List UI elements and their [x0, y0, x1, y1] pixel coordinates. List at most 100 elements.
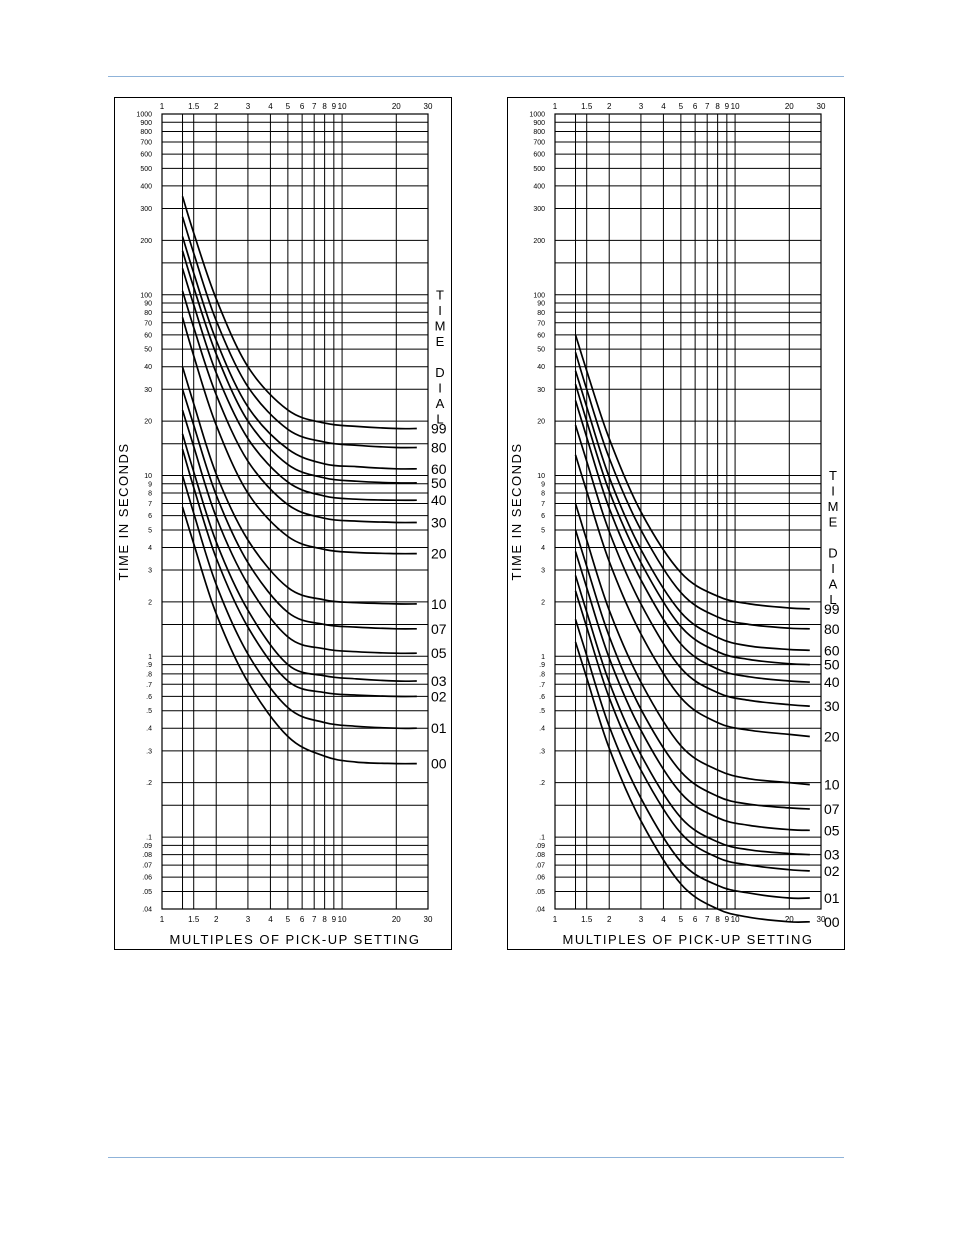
x-tick-label-top: 10	[731, 102, 740, 111]
y-tick-label: 1000	[136, 112, 152, 119]
x-tick-label-bottom: 7	[312, 915, 317, 924]
curve-03	[181, 433, 417, 683]
x-tick-label-top: 4	[268, 102, 273, 111]
x-tick-label-top: 1	[553, 102, 558, 111]
y-tick-label: .08	[142, 852, 152, 859]
y-tick-label: 90	[537, 301, 545, 308]
curve-40	[181, 268, 417, 502]
curve-05	[574, 551, 810, 832]
x-tick-label-bottom: 20	[392, 915, 401, 924]
y-tick-label: 100	[140, 292, 152, 299]
y-tick-label: 200	[533, 238, 545, 245]
y-tick-label: .8	[146, 671, 152, 678]
curve-99	[574, 334, 810, 610]
curve-label-30: 30	[824, 698, 840, 714]
y-tick-label: .9	[146, 662, 152, 669]
x-tick-label-bottom: 30	[817, 915, 826, 924]
x-tick-label-bottom: 9	[332, 915, 337, 924]
curve-50	[181, 250, 417, 484]
y-tick-label: .09	[142, 843, 152, 850]
curve-label-00: 00	[824, 914, 840, 930]
y-tick-label: 50	[537, 347, 545, 354]
y-tick-label: 700	[533, 140, 545, 147]
time-curve-chart-2: 1 1 1.5 1.5 2 2 3 3 4 4 5 5 6 6 7 7 8 8 9 9 10 10 20 20 30 30 1000…	[507, 97, 845, 950]
y-tick-label: 4	[148, 545, 152, 552]
x-tick-label-top: 6	[300, 102, 305, 111]
side-label-letter: L	[436, 412, 443, 427]
curve-02	[181, 448, 417, 698]
y-tick-label: 20	[537, 419, 545, 426]
x-tick-label-top: 30	[424, 102, 433, 111]
curve-00	[574, 641, 810, 923]
curve-label-07: 07	[431, 621, 447, 637]
x-tick-label-top: 8	[715, 102, 720, 111]
chart-frame	[114, 97, 452, 950]
curve-label-01: 01	[431, 720, 447, 736]
curve-label-80: 80	[431, 439, 447, 455]
y-tick-label: 30	[144, 387, 152, 394]
x-tick-label-top: 10	[338, 102, 347, 111]
x-tick-label-top: 20	[785, 102, 794, 111]
y-tick-label: 80	[144, 310, 152, 317]
y-tick-label: 7	[148, 501, 152, 508]
y-tick-label: .5	[539, 708, 545, 715]
y-tick-label: 80	[537, 310, 545, 317]
curve-10	[181, 366, 417, 605]
side-label-letter: I	[438, 303, 442, 318]
curve-label-50: 50	[824, 657, 840, 673]
y-tick-label: 600	[533, 152, 545, 159]
x-tick-label-bottom: 10	[731, 915, 740, 924]
curves	[181, 196, 417, 765]
y-tick-label: 8	[148, 491, 152, 498]
side-label-letter: A	[436, 396, 445, 411]
y-tick-label: 500	[533, 166, 545, 173]
y-tick-label: 5	[148, 527, 152, 534]
chart-svg: 111.51.522334455667788991010202030301000…	[114, 97, 452, 950]
y-tick-label: 2	[148, 599, 152, 606]
x-tick-label-bottom: 7	[705, 915, 710, 924]
y-tick-label: 50	[144, 347, 152, 354]
curve-07	[181, 389, 417, 630]
side-label-letter: M	[828, 499, 839, 514]
x-tick-label-bottom: 5	[286, 915, 291, 924]
curve-01	[574, 619, 810, 900]
side-label-letter: T	[829, 468, 837, 483]
x-tick-label-top: 3	[246, 102, 251, 111]
x-tick-label-top: 6	[693, 102, 698, 111]
y-tick-label: 8	[541, 491, 545, 498]
side-label-letter: E	[436, 334, 445, 349]
y-tick-label: 300	[140, 206, 152, 213]
x-tick-label-bottom: 1	[160, 915, 165, 924]
y-tick-label: .9	[539, 662, 545, 669]
y-tick-label: 3	[148, 568, 152, 575]
y-axis-label: TIME IN SECONDS	[509, 442, 524, 580]
y-tick-label: .4	[146, 726, 152, 733]
y-tick-label: 300	[533, 206, 545, 213]
curve-label-60: 60	[431, 461, 447, 477]
side-label-letter: E	[829, 514, 838, 529]
y-tick-label: 500	[140, 166, 152, 173]
curve-03	[574, 575, 810, 856]
y-tick-label: .7	[539, 682, 545, 689]
y-tick-label: 6	[148, 513, 152, 520]
x-tick-label-bottom: 8	[715, 915, 720, 924]
y-tick-label: 60	[537, 332, 545, 339]
x-tick-label-top: 8	[322, 102, 327, 111]
curve-07	[574, 529, 810, 810]
time-curve-chart-1: 1 1 1.5 1.5 2 2 3 3 4 4 5 5 6 6 7 7 8 8 9 9 10 10 20 20 30 30 1000…	[114, 97, 452, 950]
x-tick-label-top: 4	[661, 102, 666, 111]
curve-60	[574, 370, 810, 652]
curve-20	[181, 317, 417, 555]
x-tick-label-top: 5	[286, 102, 291, 111]
side-label-letter: I	[831, 561, 835, 576]
curve-label-02: 02	[431, 688, 447, 704]
curve-label-20: 20	[431, 546, 447, 562]
curve-02	[574, 590, 810, 872]
y-tick-label: .5	[146, 708, 152, 715]
y-tick-label: 6	[541, 513, 545, 520]
curve-40	[574, 400, 810, 683]
x-tick-label-bottom: 2	[607, 915, 612, 924]
y-tick-label: .07	[142, 863, 152, 870]
y-tick-label: .05	[142, 889, 152, 896]
curve-30	[574, 424, 810, 707]
